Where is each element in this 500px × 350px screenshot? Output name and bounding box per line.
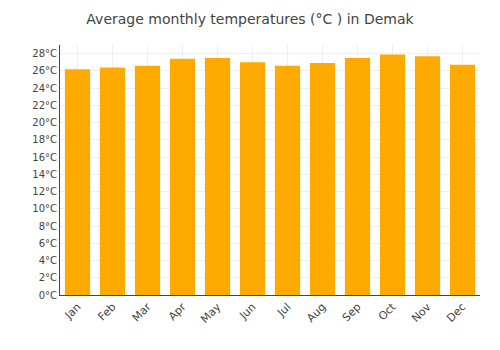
svg-text:10°C: 10°C <box>32 203 57 214</box>
svg-text:Nov: Nov <box>409 300 434 325</box>
svg-text:14°C: 14°C <box>32 169 57 180</box>
svg-text:20°C: 20°C <box>32 117 57 128</box>
svg-text:0°C: 0°C <box>39 290 57 301</box>
svg-text:22°C: 22°C <box>32 100 57 111</box>
svg-text:Jan: Jan <box>62 301 84 323</box>
svg-text:Sep: Sep <box>340 301 364 325</box>
svg-text:18°C: 18°C <box>32 134 57 145</box>
svg-text:6°C: 6°C <box>39 238 57 249</box>
svg-text:Mar: Mar <box>130 300 154 324</box>
svg-text:26°C: 26°C <box>32 65 57 76</box>
svg-text:May: May <box>198 300 224 326</box>
svg-text:28°C: 28°C <box>32 48 57 59</box>
svg-text:Apr: Apr <box>166 300 189 323</box>
svg-text:Jul: Jul <box>274 301 293 320</box>
svg-text:8°C: 8°C <box>39 221 57 232</box>
svg-text:12°C: 12°C <box>32 186 57 197</box>
svg-text:24°C: 24°C <box>32 83 57 94</box>
svg-text:Jun: Jun <box>236 300 258 322</box>
svg-text:4°C: 4°C <box>39 255 57 266</box>
svg-text:Aug: Aug <box>304 301 328 325</box>
svg-text:Oct: Oct <box>376 300 399 323</box>
svg-text:Feb: Feb <box>96 301 119 324</box>
svg-text:Average monthly temperatures (: Average monthly temperatures (°C ) in De… <box>86 11 414 27</box>
svg-text:Dec: Dec <box>444 301 468 325</box>
svg-text:16°C: 16°C <box>32 152 57 163</box>
svg-text:2°C: 2°C <box>39 272 57 283</box>
